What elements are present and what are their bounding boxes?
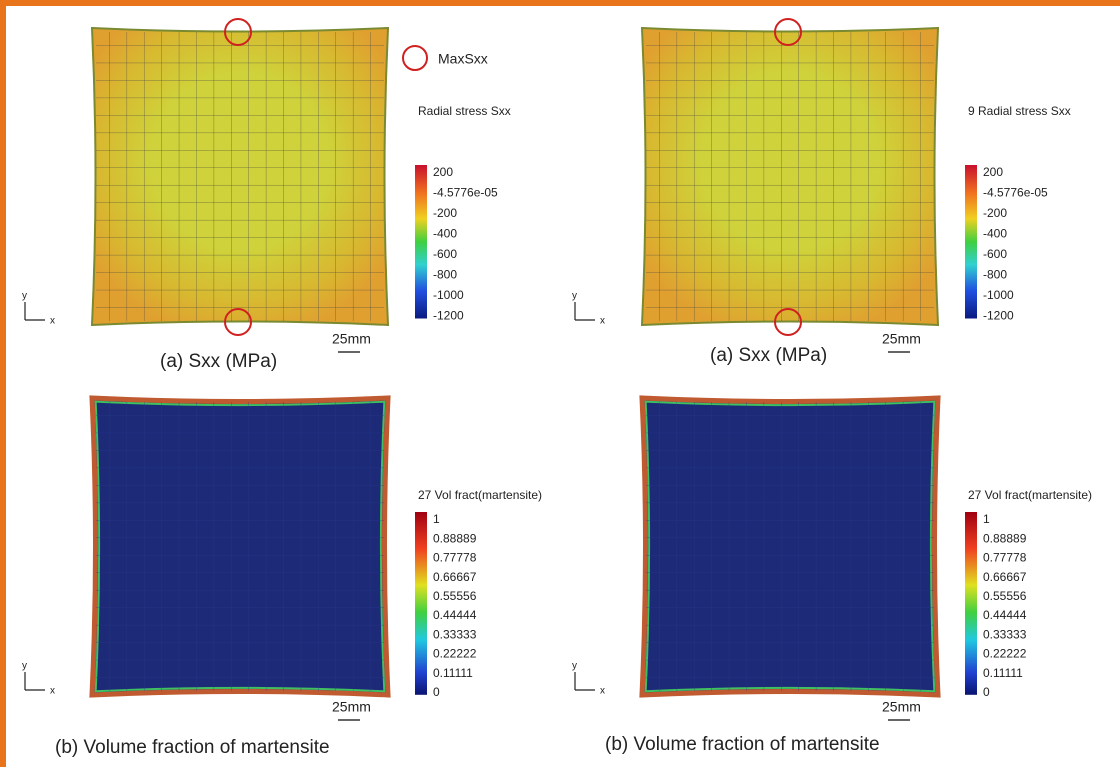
axis-label-x: x: [600, 686, 605, 697]
caption: (b) Volume fraction of martensite: [55, 737, 330, 758]
legend-tick-label: 0.22222: [983, 647, 1027, 661]
legend-tick-label: 0.33333: [433, 627, 477, 641]
plate: [642, 28, 938, 325]
figure: MaxSxx Radial stress Sxx 200 -4.5776e-05 -20…: [0, 0, 1120, 767]
marker-circle: [403, 46, 427, 70]
scale-label: 25mm: [882, 699, 921, 715]
axis-label-x: x: [50, 686, 55, 697]
legend-title: Radial stress Sxx: [418, 104, 511, 118]
scale-label: 25mm: [332, 331, 371, 347]
legend-tick-label: 0.66667: [983, 570, 1027, 584]
panel: 27 Vol fract(martensite) 1 0.88889 0.77778 0…: [22, 398, 542, 758]
legend-tick-label: 0.44444: [983, 608, 1027, 622]
legend-tick-label: -200: [433, 206, 457, 220]
legend-tick-label: -400: [433, 227, 457, 241]
max-label: MaxSxx: [438, 51, 488, 67]
frame-top: [0, 0, 1120, 6]
colorbar: [415, 512, 427, 695]
legend-tick-label: 0.33333: [983, 627, 1027, 641]
panel: 9 Radial stress Sxx 200 -4.5776e-05 -200 -40…: [572, 19, 1071, 366]
colorbar: [965, 512, 977, 695]
legend-tick-label: 0.22222: [433, 647, 477, 661]
legend-tick-label: 0.55556: [983, 589, 1027, 603]
scale-label: 25mm: [332, 699, 371, 715]
legend-tick-label: -600: [433, 247, 457, 261]
legend-tick-label: -800: [983, 268, 1007, 282]
legend-title: 27 Vol fract(martensite): [418, 488, 542, 502]
legend-tick-label: 0: [433, 685, 440, 699]
axis-label-y: y: [22, 661, 27, 672]
legend-tick-label: 0.88889: [433, 531, 477, 545]
legend-tick-label: -1000: [433, 288, 464, 302]
scale-label: 25mm: [882, 331, 921, 347]
plate: [92, 28, 388, 325]
legend-tick-label: 0.88889: [983, 531, 1027, 545]
legend-tick-label: 0: [983, 685, 990, 699]
legend-tick-label: -1000: [983, 288, 1014, 302]
legend-tick-label: 0.44444: [433, 608, 477, 622]
axis-label-x: x: [600, 316, 605, 327]
panel: MaxSxx Radial stress Sxx 200 -4.5776e-05 -20…: [22, 19, 511, 372]
legend-tick-label: 200: [983, 165, 1003, 179]
axis-label-y: y: [572, 291, 577, 302]
legend-tick-label: -400: [983, 227, 1007, 241]
legend-tick-label: 0.11111: [433, 666, 473, 680]
legend-tick-label: 0.55556: [433, 589, 477, 603]
legend-tick-label: -800: [433, 268, 457, 282]
colorbar: [965, 165, 977, 319]
legend-tick-label: 1: [433, 512, 440, 526]
caption: (a) Sxx (MPa): [160, 351, 277, 372]
legend-tick-label: -1200: [433, 309, 464, 323]
legend-tick-label: 0.77778: [433, 551, 477, 565]
legend-tick-label: 0.11111: [983, 666, 1023, 680]
colorbar: [415, 165, 427, 319]
legend-tick-label: -1200: [983, 309, 1014, 323]
frame-left: [0, 0, 6, 767]
legend-tick-label: 200: [433, 165, 453, 179]
plate: [642, 398, 938, 695]
legend-tick-label: -600: [983, 247, 1007, 261]
legend-tick-label: -4.5776e-05: [433, 186, 498, 200]
axis-label-y: y: [22, 291, 27, 302]
legend-title: 9 Radial stress Sxx: [968, 104, 1071, 118]
caption: (b) Volume fraction of martensite: [605, 734, 880, 755]
legend-title: 27 Vol fract(martensite): [968, 488, 1092, 502]
legend-tick-label: -4.5776e-05: [983, 186, 1048, 200]
caption: (a) Sxx (MPa): [710, 345, 827, 366]
axis-label-x: x: [50, 316, 55, 327]
panel: 27 Vol fract(martensite) 1 0.88889 0.77778 0…: [572, 398, 1092, 755]
legend-tick-label: -200: [983, 206, 1007, 220]
legend-tick-label: 1: [983, 512, 990, 526]
legend-tick-label: 0.66667: [433, 570, 477, 584]
plate: [92, 398, 388, 695]
axis-label-y: y: [572, 661, 577, 672]
legend-tick-label: 0.77778: [983, 551, 1027, 565]
